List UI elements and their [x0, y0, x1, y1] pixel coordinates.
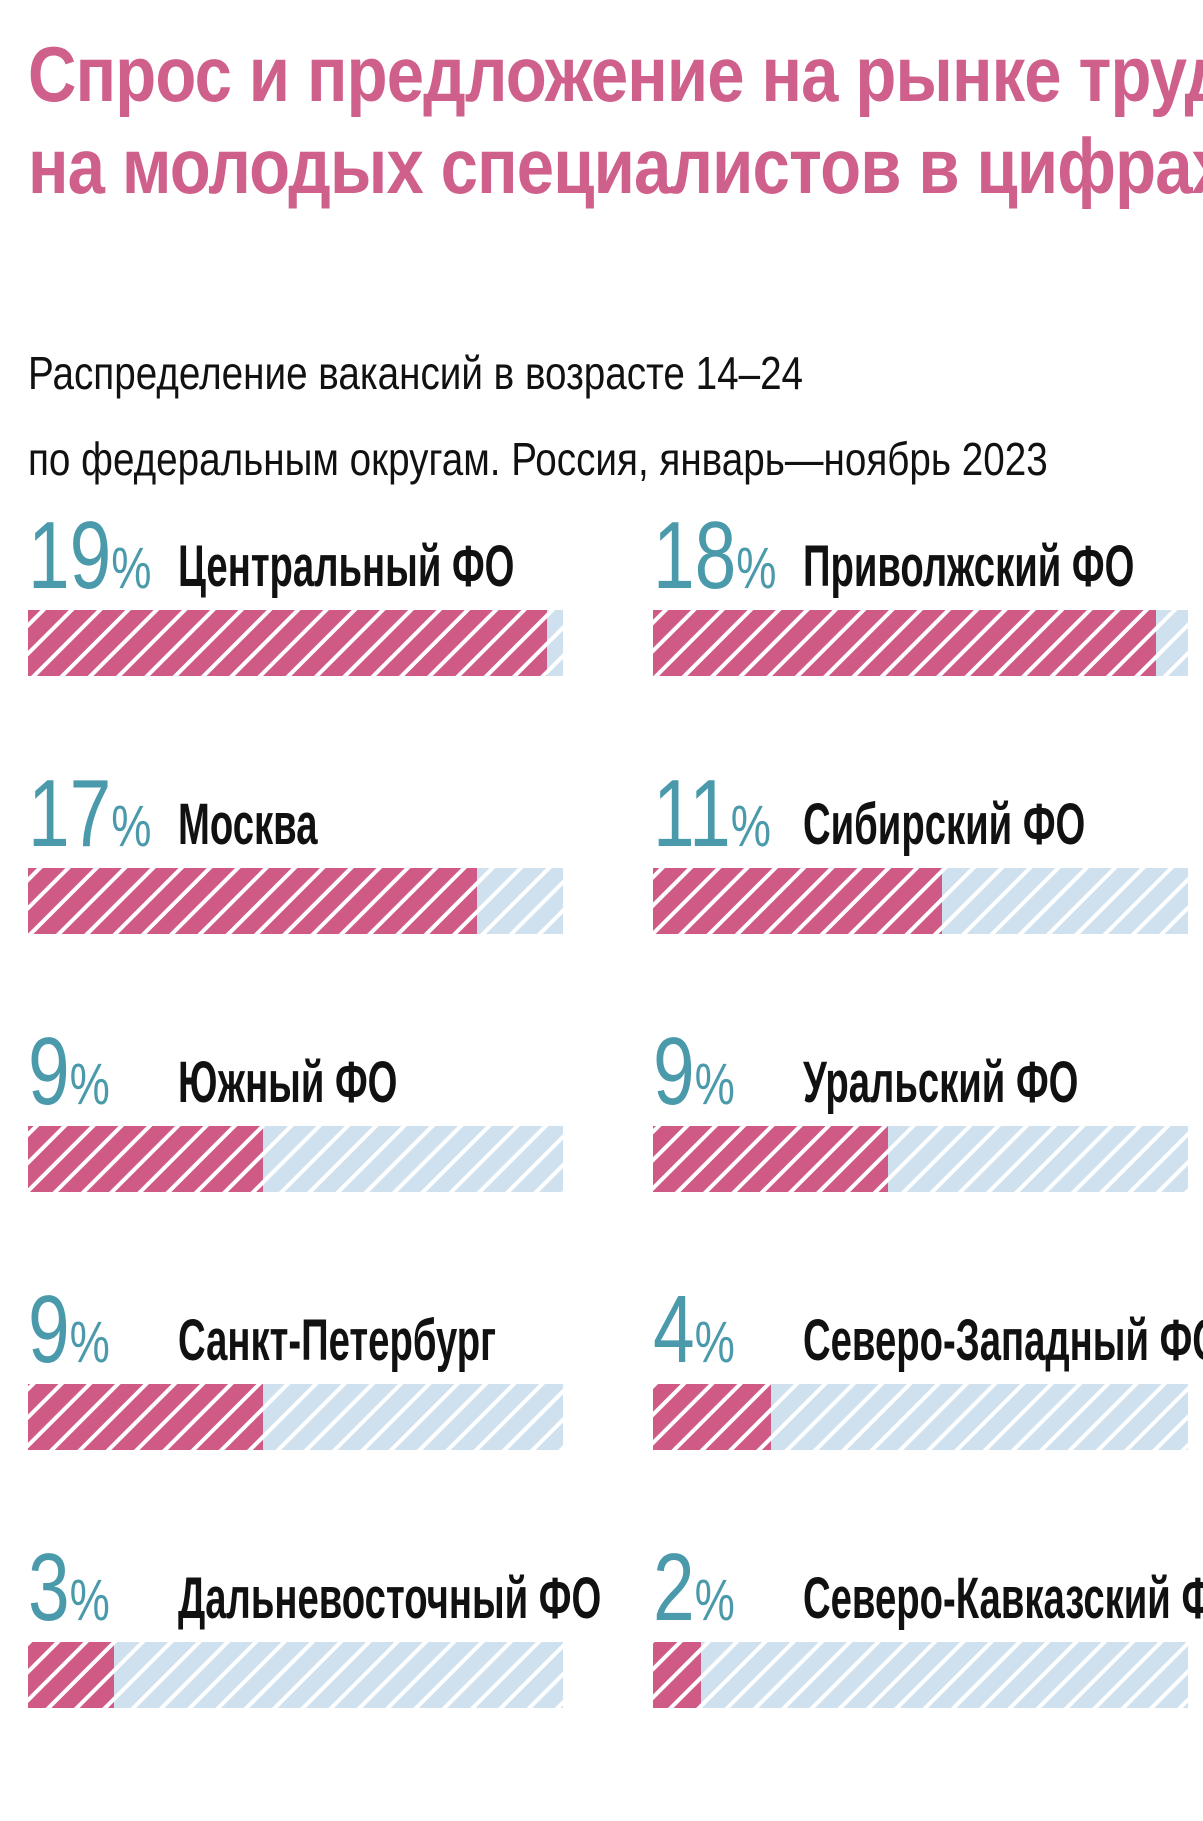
bar	[653, 1642, 701, 1708]
bar-track	[653, 1642, 1188, 1708]
percent-sign: %	[736, 537, 776, 602]
percent-sign: %	[111, 795, 151, 860]
percent-label: 3%	[28, 1534, 110, 1641]
bar	[28, 1642, 114, 1708]
region-label: Санкт-Петербург	[178, 1309, 496, 1373]
percent-sign: %	[695, 1569, 735, 1634]
percent-number: 18	[653, 502, 736, 609]
chart-subtitle: Распределение вакансий в возрасте 14–24 …	[28, 330, 1048, 502]
percent-number: 19	[28, 502, 111, 609]
bar	[653, 610, 1156, 676]
bar	[28, 1384, 263, 1450]
percent-sign: %	[70, 1569, 110, 1634]
region-label: Центральный ФО	[178, 535, 514, 599]
region-label: Северо-Западный ФО	[803, 1309, 1203, 1373]
region-label: Приволжский ФО	[803, 535, 1134, 599]
bar	[653, 1126, 888, 1192]
percent-label: 18%	[653, 502, 777, 609]
percent-number: 3	[28, 1534, 70, 1641]
percent-number: 11	[653, 760, 731, 867]
percent-sign: %	[70, 1311, 110, 1376]
percent-number: 9	[653, 1018, 695, 1125]
percent-label: 9%	[28, 1276, 110, 1383]
bar	[653, 868, 942, 934]
percent-number: 2	[653, 1534, 695, 1641]
region-label: Южный ФО	[178, 1051, 397, 1115]
region-label: Сибирский ФО	[803, 793, 1085, 857]
percent-sign: %	[695, 1311, 735, 1376]
percent-label: 2%	[653, 1534, 735, 1641]
percent-number: 9	[28, 1276, 70, 1383]
bar-track	[28, 1642, 563, 1708]
bar	[28, 610, 547, 676]
page-title: Спрос и предложение на рынке труда на мо…	[28, 28, 1203, 212]
region-label: Северо-Кавказский ФО	[803, 1567, 1203, 1631]
title-line-2: на молодых специалистов в цифрах	[28, 122, 1203, 210]
percent-number: 4	[653, 1276, 695, 1383]
bar	[28, 1126, 263, 1192]
percent-number: 9	[28, 1018, 70, 1125]
title-line-1: Спрос и предложение на рынке труда	[28, 30, 1203, 118]
region-label: Москва	[178, 793, 318, 857]
percent-label: 19%	[28, 502, 152, 609]
bar	[28, 868, 477, 934]
bar	[653, 1384, 771, 1450]
percent-label: 9%	[653, 1018, 735, 1125]
percent-label: 11%	[653, 760, 771, 867]
percent-number: 17	[28, 760, 111, 867]
percent-sign: %	[731, 795, 771, 860]
percent-sign: %	[695, 1053, 735, 1118]
subtitle-line-2: по федеральным округам. Россия, январь—н…	[28, 433, 1048, 485]
percent-label: 9%	[28, 1018, 110, 1125]
region-label: Уральский ФО	[803, 1051, 1078, 1115]
subtitle-line-1: Распределение вакансий в возрасте 14–24	[28, 347, 804, 399]
region-label: Дальневосточный ФО	[178, 1567, 601, 1631]
percent-label: 4%	[653, 1276, 735, 1383]
percent-sign: %	[111, 537, 151, 602]
percent-label: 17%	[28, 760, 152, 867]
percent-sign: %	[70, 1053, 110, 1118]
